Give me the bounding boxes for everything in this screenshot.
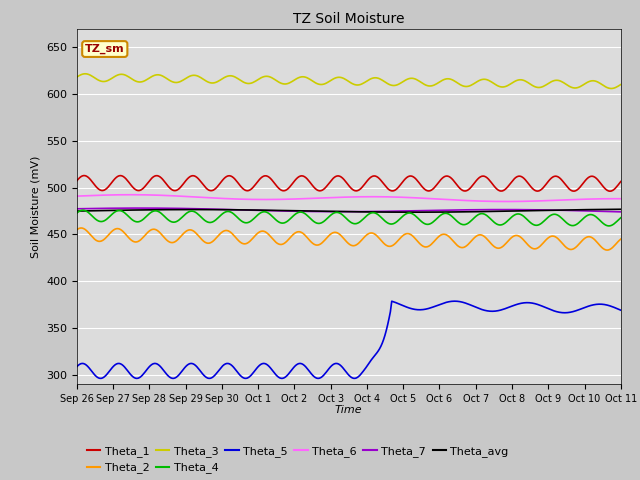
- Theta_avg: [410, 209, 417, 215]
- Theta_6: [140, 192, 147, 198]
- Theta_5: [133, 375, 141, 381]
- Theta_1: [617, 179, 625, 184]
- Theta_1: [80, 173, 88, 179]
- Theta_7: [137, 205, 145, 211]
- Theta_2: [604, 247, 611, 253]
- Theta_2: [467, 239, 475, 244]
- Theta_3: [73, 74, 81, 80]
- Theta_6: [252, 197, 259, 203]
- Theta_2: [252, 232, 259, 238]
- Theta_avg: [73, 208, 81, 214]
- Theta_7: [467, 207, 475, 213]
- Theta_7: [252, 207, 259, 213]
- Theta_4: [605, 223, 612, 229]
- Theta_3: [81, 71, 89, 77]
- Theta_4: [79, 207, 86, 213]
- Theta_2: [77, 225, 84, 231]
- Theta_1: [606, 188, 614, 194]
- Theta_avg: [417, 209, 424, 215]
- Theta_5: [73, 364, 81, 370]
- Theta_5: [468, 303, 476, 309]
- Theta_2: [417, 241, 424, 247]
- Line: Theta_3: Theta_3: [77, 74, 621, 88]
- Theta_avg: [250, 207, 258, 213]
- Line: Theta_2: Theta_2: [77, 228, 621, 250]
- Theta_7: [617, 209, 625, 215]
- Title: TZ Soil Moisture: TZ Soil Moisture: [293, 12, 404, 26]
- Theta_1: [252, 181, 259, 187]
- Theta_1: [467, 185, 475, 191]
- Theta_4: [290, 213, 298, 218]
- Theta_2: [470, 236, 477, 241]
- Theta_1: [417, 181, 424, 187]
- Theta_3: [290, 78, 298, 84]
- Theta_4: [252, 214, 259, 220]
- Theta_7: [290, 208, 298, 214]
- Theta_5: [417, 307, 424, 312]
- Theta_2: [73, 227, 81, 233]
- Theta_3: [252, 78, 259, 84]
- Line: Theta_1: Theta_1: [77, 176, 621, 191]
- Theta_6: [73, 193, 81, 199]
- Legend: Theta_1, Theta_2, Theta_3, Theta_4, Theta_5, Theta_6, Theta_7, Theta_avg: Theta_1, Theta_2, Theta_3, Theta_4, Thet…: [83, 442, 513, 478]
- Theta_3: [467, 83, 475, 88]
- Theta_6: [290, 196, 298, 202]
- Theta_5: [252, 367, 259, 373]
- Line: Theta_5: Theta_5: [77, 301, 621, 378]
- Theta_4: [140, 216, 147, 222]
- Line: Theta_7: Theta_7: [77, 208, 621, 212]
- Theta_2: [140, 234, 147, 240]
- Text: TZ_sm: TZ_sm: [85, 44, 125, 54]
- X-axis label: Time: Time: [335, 405, 363, 415]
- Theta_4: [417, 217, 424, 223]
- Theta_6: [617, 196, 625, 202]
- Theta_3: [617, 82, 625, 87]
- Theta_6: [502, 199, 510, 204]
- Theta_avg: [617, 206, 625, 212]
- Theta_1: [73, 178, 81, 184]
- Theta_4: [617, 215, 625, 221]
- Theta_3: [417, 79, 424, 85]
- Line: Theta_6: Theta_6: [77, 195, 621, 202]
- Theta_1: [470, 181, 477, 187]
- Theta_1: [290, 179, 298, 185]
- Line: Theta_4: Theta_4: [77, 210, 621, 226]
- Y-axis label: Soil Moisture (mV): Soil Moisture (mV): [30, 155, 40, 258]
- Theta_6: [127, 192, 135, 198]
- Theta_5: [471, 304, 479, 310]
- Theta_3: [607, 85, 615, 91]
- Theta_5: [451, 298, 458, 304]
- Theta_3: [140, 78, 147, 84]
- Theta_6: [467, 198, 475, 204]
- Theta_7: [470, 207, 477, 213]
- Theta_6: [417, 195, 424, 201]
- Theta_4: [73, 210, 81, 216]
- Theta_2: [617, 236, 625, 242]
- Line: Theta_avg: Theta_avg: [77, 209, 621, 212]
- Theta_avg: [289, 208, 296, 214]
- Theta_5: [617, 307, 625, 313]
- Theta_avg: [470, 209, 477, 215]
- Theta_3: [470, 81, 477, 87]
- Theta_1: [140, 185, 147, 191]
- Theta_7: [417, 208, 424, 214]
- Theta_avg: [138, 207, 146, 213]
- Theta_avg: [467, 209, 475, 215]
- Theta_4: [470, 216, 477, 221]
- Theta_5: [290, 365, 298, 371]
- Theta_7: [140, 205, 147, 211]
- Theta_2: [290, 231, 298, 237]
- Theta_4: [467, 218, 475, 224]
- Theta_7: [73, 206, 81, 212]
- Theta_5: [140, 371, 147, 377]
- Theta_6: [470, 198, 477, 204]
